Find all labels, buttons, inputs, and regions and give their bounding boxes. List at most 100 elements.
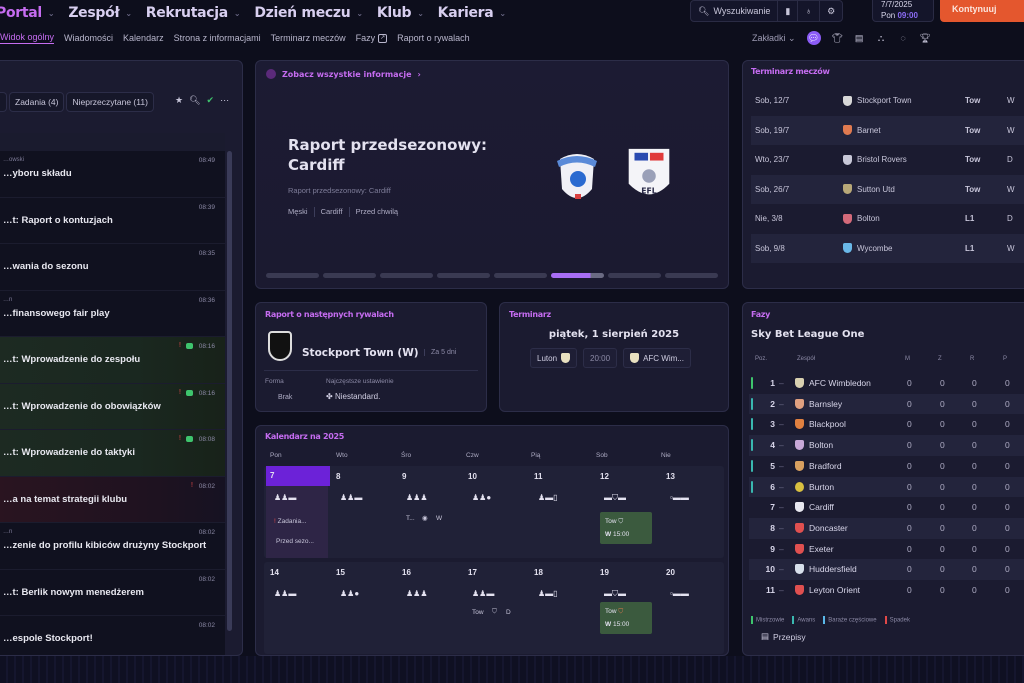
- tab-stages[interactable]: Fazy ↗: [356, 33, 388, 44]
- table-row[interactable]: 11– Leyton Orient 0 0 0 0: [749, 580, 1024, 601]
- inbox-scrollbar[interactable]: [227, 151, 232, 631]
- tab-news[interactable]: Strona z informacjami: [173, 33, 261, 43]
- fixture-row[interactable]: Sob, 9/8 Wycombe L1 W: [751, 233, 1024, 263]
- col-lost[interactable]: P: [1003, 356, 1008, 362]
- slide-indicator[interactable]: [665, 273, 718, 278]
- message-item[interactable]: …n …zenie do profilu kibiców drużyny Stoc…: [0, 523, 225, 570]
- nav-portal[interactable]: Portal ⌄: [0, 5, 55, 21]
- panel-title[interactable]: Raport o następnych rywalach: [265, 310, 394, 319]
- nav-team[interactable]: Zespół ⌄: [68, 5, 132, 21]
- panel-title[interactable]: Kalendarz na 2025: [265, 432, 345, 441]
- slide-indicator[interactable]: [437, 273, 490, 278]
- filter-unread[interactable]: Nieprzeczytane (11): [66, 92, 154, 112]
- panel-title[interactable]: Terminarz: [509, 310, 551, 319]
- trophy-icon[interactable]: 🏆︎: [919, 32, 931, 43]
- fixture-row[interactable]: Wto, 23/7 Bristol Rovers Tow D: [751, 145, 1024, 175]
- table-row[interactable]: 7– Cardiff 0 0 0 0: [749, 497, 1024, 518]
- message-item[interactable]: ! …t: Wprowadzenie do obowiązków 08:16: [0, 383, 225, 430]
- calendar-day[interactable]: 13 ▫▬▬: [662, 466, 724, 558]
- col-team[interactable]: Zespół: [797, 356, 816, 362]
- star-icon[interactable]: ★: [175, 95, 184, 105]
- notes-button[interactable]: ▮: [778, 1, 799, 21]
- panel-title[interactable]: Terminarz meczów: [751, 67, 830, 76]
- message-item[interactable]: ! …t: Wprowadzenie do taktyki 08:08: [0, 430, 225, 477]
- calendar-day[interactable]: 17 ♟♟▬ Tow ⛉ D: [464, 562, 526, 654]
- calendar-day[interactable]: 9 ♟♟♟ T... ◉ W: [398, 466, 460, 558]
- message-item[interactable]: ! …t: Wprowadzenie do zespołu 08:16: [0, 337, 225, 384]
- calendar-day[interactable]: 14 ♟♟▬: [266, 562, 328, 654]
- event-label[interactable]: T...: [406, 515, 415, 522]
- nav-matchday[interactable]: Dzień meczu ⌄: [254, 5, 363, 21]
- table-row[interactable]: 6– Burton 0 0 0 0: [749, 476, 1024, 498]
- message-item[interactable]: …t: Raport o kontuzjach 08:39: [0, 198, 225, 244]
- table-row[interactable]: 9– Exeter 0 0 0 0: [749, 539, 1024, 560]
- tab-opponent-report[interactable]: Raport o rywalach: [397, 33, 470, 43]
- nav-recruitment[interactable]: Rekrutacja ⌄: [146, 5, 241, 21]
- panel-title[interactable]: Fazy: [751, 310, 771, 319]
- filter-tasks[interactable]: Zadania (4): [9, 92, 65, 112]
- opponent-name[interactable]: Stockport Town (W): [302, 347, 419, 359]
- view-all-news-link[interactable]: Zobacz wszystkie informacje ›: [266, 69, 421, 79]
- search-icon[interactable]: 🔍︎: [189, 95, 201, 105]
- calendar-day[interactable]: 15 ♟♟●: [332, 562, 394, 654]
- refresh-icon[interactable]: ◌: [900, 33, 906, 43]
- tab-fixtures[interactable]: Terminarz meczów: [270, 33, 346, 43]
- table-row[interactable]: 3– Blackpool 0 0 0 0: [749, 414, 1024, 435]
- calendar-day-today[interactable]: 7 ♟♟▬! Zadania... Przed sezo...: [266, 466, 330, 558]
- nav-club[interactable]: Klub ⌄: [377, 5, 424, 21]
- match-comp[interactable]: Tow: [472, 609, 484, 616]
- calendar-day[interactable]: 19 ▬⛉▬ Tow ⛉ W 15:00: [596, 562, 658, 654]
- shirt-icon[interactable]: 👕︎: [831, 32, 843, 43]
- search-button[interactable]: 🔍︎ Wyszukiwanie: [691, 1, 779, 21]
- table-row[interactable]: 8– Doncaster 0 0 0 0: [749, 517, 1024, 539]
- table-row[interactable]: 4– Bolton 0 0 0 0: [749, 435, 1024, 456]
- slide-indicator-active[interactable]: [551, 273, 604, 278]
- col-played[interactable]: M: [905, 356, 910, 362]
- message-item[interactable]: ! …a na temat strategii klubu 08:02: [0, 476, 225, 523]
- calendar-day[interactable]: 20 ▫▬▬: [662, 562, 724, 654]
- message-item[interactable]: …wania do sezonu 08:35: [0, 244, 225, 291]
- calendar-day[interactable]: 11 ♟▬▯: [530, 466, 592, 558]
- calendar-day[interactable]: 10 ♟♟●: [464, 466, 526, 558]
- task-event[interactable]: ! Zadania...: [274, 518, 307, 525]
- col-pos[interactable]: Poz.: [755, 356, 768, 362]
- tab-messages[interactable]: Wiadomości: [64, 33, 114, 43]
- slide-indicator[interactable]: [380, 273, 433, 278]
- hierarchy-icon[interactable]: ⛬: [877, 32, 885, 43]
- match-event[interactable]: Tow ⛉ W 15:00: [600, 602, 652, 634]
- calendar-day[interactable]: 12 ▬⛉▬ Tow ⛉ W 15:00: [596, 466, 658, 558]
- hints-button[interactable]: ♁: [798, 1, 821, 21]
- calendar-day[interactable]: 8 ♟♟▬: [332, 466, 394, 558]
- nav-career[interactable]: Kariera ⌄: [438, 5, 506, 21]
- table-row[interactable]: 10– Huddersfield 0 0 0 0: [749, 559, 1024, 580]
- tab-calendar[interactable]: Kalendarz: [123, 33, 164, 43]
- fixture-row[interactable]: Nie, 3/8 Bolton L1 D: [751, 204, 1024, 234]
- slide-indicator[interactable]: [608, 273, 661, 278]
- bookmarks-dropdown[interactable]: Zakładki ⌄: [752, 33, 796, 44]
- table-row[interactable]: 2– Barnsley 0 0 0 0: [749, 393, 1024, 415]
- game-date[interactable]: 7/7/2025 Pon 09:00: [872, 0, 934, 22]
- rules-link[interactable]: ▤ Przepisy: [761, 631, 806, 642]
- news-title[interactable]: Raport przedsezonowy: Cardiff: [288, 136, 488, 174]
- calendar-day[interactable]: 16 ♟♟♟: [398, 562, 460, 654]
- slide-indicator[interactable]: [323, 273, 376, 278]
- fixture-row[interactable]: Sob, 26/7 Sutton Utd Tow W: [751, 174, 1024, 204]
- filter-all[interactable]: [0, 92, 7, 112]
- match-row[interactable]: Luton 20:00 AFC Wim...: [530, 348, 691, 368]
- col-won[interactable]: Z: [938, 356, 942, 362]
- table-row[interactable]: 1– AFC Wimbledon 0 0 0 0: [749, 373, 1024, 394]
- tab-overview[interactable]: Widok ogólny: [0, 32, 55, 44]
- preseason-event[interactable]: Przed sezo...: [276, 538, 314, 545]
- match-event[interactable]: Tow ⛉ W 15:00: [600, 512, 652, 544]
- message-item[interactable]: …n …finansowego fair play 08:36: [0, 291, 225, 337]
- fixture-row[interactable]: Sob, 12/7 Stockport Town Tow W: [751, 86, 1024, 116]
- calendar-day[interactable]: 18 ♟▬▯: [530, 562, 592, 654]
- continue-button[interactable]: Kontynuuj: [940, 0, 1024, 22]
- check-icon[interactable]: ✔: [206, 95, 215, 105]
- clipboard-icon[interactable]: ▤: [854, 32, 864, 43]
- message-item[interactable]: …espole Stockport! 08:02: [0, 616, 225, 655]
- chat-icon[interactable]: 💬︎: [806, 31, 821, 45]
- message-item[interactable]: …t: Berlik nowym menedżerem 08:02: [0, 570, 225, 616]
- slide-indicator[interactable]: [494, 273, 547, 278]
- settings-button[interactable]: ⚙: [820, 1, 842, 21]
